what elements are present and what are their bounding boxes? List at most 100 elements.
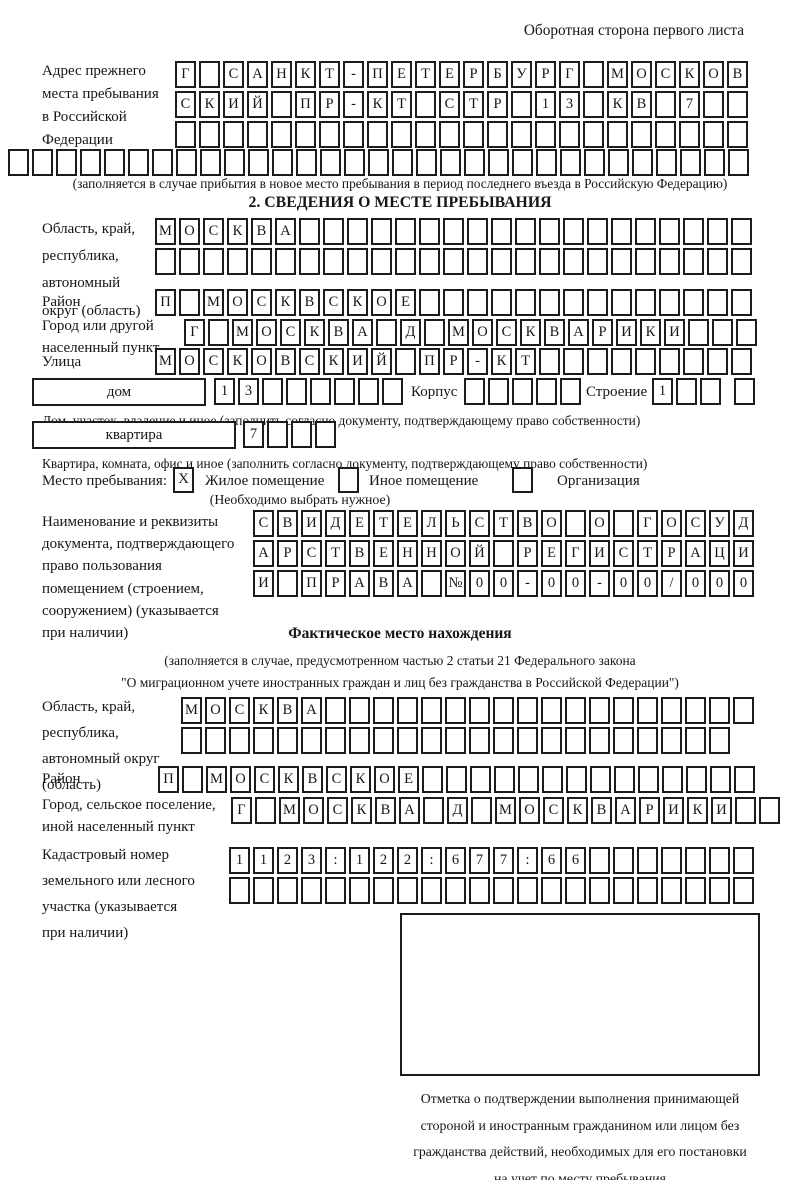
char-cell: Р <box>277 540 298 567</box>
char-cell <box>583 61 604 88</box>
char-cell: Ц <box>709 540 730 567</box>
char-cell <box>271 121 292 148</box>
char-cell <box>703 91 724 118</box>
corpus-label: Корпус <box>411 384 458 400</box>
char-cell: О <box>631 61 652 88</box>
char-cell <box>277 727 298 754</box>
char-cell: С <box>323 289 344 316</box>
char-cell: Е <box>391 61 412 88</box>
char-cell <box>368 149 389 176</box>
char-cell <box>422 766 443 793</box>
char-cell <box>560 149 581 176</box>
char-cell: 0 <box>541 570 562 597</box>
char-cell: 2 <box>277 847 298 874</box>
char-cell <box>611 289 632 316</box>
char-cell: И <box>223 91 244 118</box>
region-row-2 <box>155 248 755 275</box>
char-cell: А <box>349 570 370 597</box>
char-cell <box>200 149 221 176</box>
char-cell: О <box>445 540 466 567</box>
char-cell <box>271 91 292 118</box>
char-cell <box>491 289 512 316</box>
char-cell: В <box>251 218 272 245</box>
char-cell: А <box>352 319 373 346</box>
char-cell <box>8 149 29 176</box>
char-cell: Д <box>733 510 754 537</box>
char-cell <box>467 289 488 316</box>
char-cell: С <box>223 61 244 88</box>
char-cell <box>295 121 316 148</box>
char-cell: А <box>399 797 420 824</box>
char-cell <box>286 378 307 405</box>
char-cell <box>488 149 509 176</box>
char-cell: А <box>568 319 589 346</box>
char-cell: Р <box>639 797 660 824</box>
char-cell: Т <box>415 61 436 88</box>
char-cell: Г <box>559 61 580 88</box>
char-cell: М <box>279 797 300 824</box>
char-cell <box>199 121 220 148</box>
char-cell <box>709 697 730 724</box>
char-cell: В <box>275 348 296 375</box>
char-cell <box>262 378 283 405</box>
char-cell: Й <box>371 348 392 375</box>
char-cell: М <box>155 218 176 245</box>
char-cell: О <box>303 797 324 824</box>
char-cell <box>255 797 276 824</box>
char-cell <box>423 797 444 824</box>
char-cell <box>759 797 780 824</box>
char-cell <box>511 91 532 118</box>
char-cell <box>631 121 652 148</box>
stay-type-option-organization: Организация <box>557 473 640 489</box>
stay-type-note: (Необходимо выбрать нужное) <box>209 492 391 507</box>
char-cell: Д <box>400 319 421 346</box>
char-cell <box>421 570 442 597</box>
char-cell: 0 <box>637 570 658 597</box>
char-cell: В <box>591 797 612 824</box>
char-cell <box>415 121 436 148</box>
char-cell: С <box>613 540 634 567</box>
char-cell <box>659 348 680 375</box>
char-cell <box>680 149 701 176</box>
char-cell: 0 <box>709 570 730 597</box>
char-cell <box>325 697 346 724</box>
char-cell: К <box>304 319 325 346</box>
char-cell: О <box>541 510 562 537</box>
char-cell: Р <box>535 61 556 88</box>
char-cell: С <box>326 766 347 793</box>
char-cell: С <box>175 91 196 118</box>
building-label: Строение <box>586 384 648 400</box>
char-cell: К <box>253 697 274 724</box>
char-cell <box>392 149 413 176</box>
char-cell <box>736 319 757 346</box>
char-cell <box>277 877 298 904</box>
char-cell <box>182 766 203 793</box>
char-cell <box>583 121 604 148</box>
char-cell: 0 <box>733 570 754 597</box>
char-cell <box>397 877 418 904</box>
char-cell: 3 <box>301 847 322 874</box>
char-cell <box>614 766 635 793</box>
char-cell: И <box>663 797 684 824</box>
char-cell <box>637 847 658 874</box>
char-cell: Р <box>319 91 340 118</box>
char-cell <box>424 319 445 346</box>
char-cell <box>443 218 464 245</box>
char-cell <box>491 218 512 245</box>
char-cell <box>661 847 682 874</box>
char-cell <box>733 877 754 904</box>
prev-address-label: Адрес прежнего места пребывания в Российск… <box>42 63 159 148</box>
char-cell: 1 <box>535 91 556 118</box>
char-cell: В <box>328 319 349 346</box>
char-cell <box>535 121 556 148</box>
char-cell <box>676 378 697 405</box>
char-cell: - <box>467 348 488 375</box>
char-cell <box>613 847 634 874</box>
char-cell <box>731 248 752 275</box>
char-cell <box>397 727 418 754</box>
char-cell <box>471 797 492 824</box>
char-cell <box>661 727 682 754</box>
char-cell <box>104 149 125 176</box>
